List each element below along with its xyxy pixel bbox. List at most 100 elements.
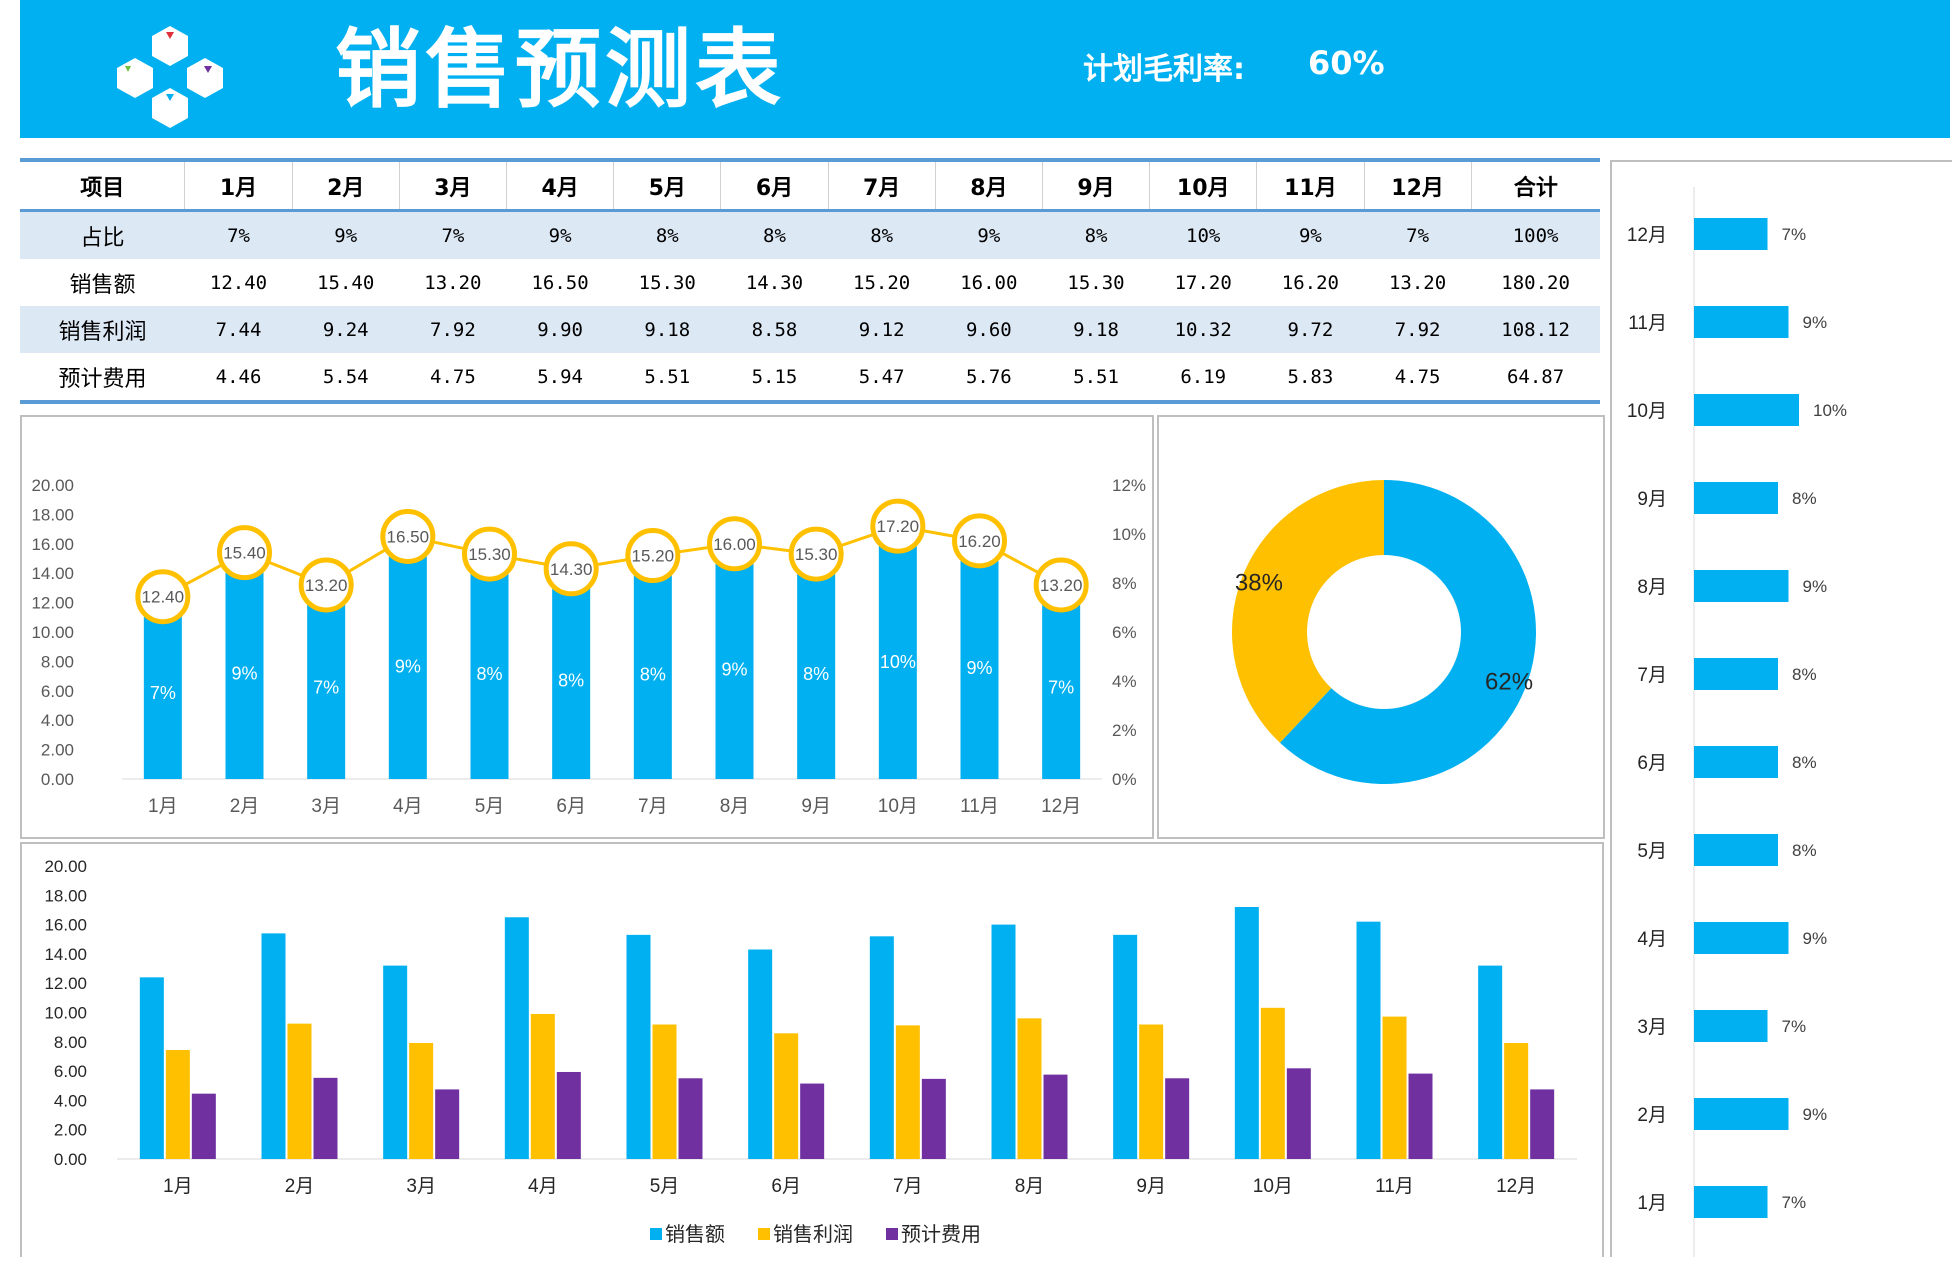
table-cell: 16.00 [960,271,1018,294]
column-header: 11月 [1256,158,1364,212]
table-cell: 15.20 [853,271,911,294]
series-bar [504,917,529,1159]
line-marker [952,513,1007,569]
share-data-label: 9% [395,656,421,676]
series-bar [1260,1007,1285,1159]
table-cell: 7.92 [1394,318,1441,341]
y-tick-label: 12.00 [44,974,87,993]
series-bar [1382,1016,1407,1159]
column-header: 4月 [505,158,614,212]
series-bar [1139,1024,1164,1159]
series-bar [1408,1073,1433,1159]
table-cell: 9.18 [644,318,691,341]
x-tick-label: 11月 [1375,1176,1414,1197]
row-label: 销售额 [69,272,136,298]
series-bar [261,933,286,1159]
table-cell: 9.18 [1073,318,1119,341]
series-bar [921,1078,946,1159]
line-data-label: 12.40 [142,588,185,607]
share-data-label: 8% [558,671,584,691]
series-bar [774,1033,799,1159]
table-header-row: 项目 1月 2月 3月 4月 5月 6月 7月 8月 9月 10月 11月 12月 合计 [20,158,1600,212]
y-tick-label: 11月 [1628,313,1667,334]
table-cell: 16.20 [1281,271,1339,294]
line-marker [135,569,191,625]
y2-tick-label: 6% [1112,623,1137,642]
table-cell: 9% [548,224,572,247]
line-data-label: 17.20 [877,517,920,536]
bar-data-label: 9% [1803,1105,1828,1124]
table-row: 预计费用 4.46 5.54 4.75 5.94 5.51 5.15 5.47 5.76 5.51… [20,353,1600,404]
line-marker [707,516,762,572]
column-header: 9月 [1041,158,1150,212]
line-data-label: 15.40 [223,544,266,563]
table-cell: 5.76 [935,353,1043,404]
column-header: 5月 [613,158,721,212]
y-tick-label: 5月 [1637,841,1667,862]
table-cell: 5.51 [613,353,721,404]
table-cell: 15.30 [1067,271,1125,294]
x-tick-label: 7月 [638,796,668,817]
line-marker [788,526,844,582]
table-cell: 6.19 [1149,353,1257,404]
x-tick-label: 9月 [801,796,831,817]
legend-swatch [650,1228,662,1240]
x-tick-label: 1月 [163,1176,193,1197]
sales-bar [552,568,591,779]
table-cell: 4.75 [399,353,507,404]
sales-bar [225,552,264,779]
donut-slice [1232,480,1384,743]
series-bar [652,1024,677,1159]
table-cell: 5.15 [720,353,829,404]
column-header: 12月 [1363,158,1472,212]
table-cell: 13.20 [1388,271,1447,294]
x-tick-label: 4月 [393,796,423,817]
x-tick-label: 7月 [893,1176,923,1197]
x-tick-label: 6月 [556,796,586,817]
y-tick-label: 3月 [1637,1017,1667,1038]
y-tick-label: 4月 [1637,929,1667,950]
sales-bar [633,555,672,779]
share-bar [1694,570,1789,602]
y-tick-label: 14.00 [44,945,87,964]
x-tick-label: 3月 [311,796,341,817]
series-bar [1234,907,1259,1159]
table-cell: 108.12 [1501,318,1570,341]
y-tick-label: 2月 [1637,1105,1667,1126]
x-tick-label: 9月 [1136,1176,1166,1197]
y-tick-label: 2.00 [54,1121,87,1140]
y2-tick-label: 0% [1112,770,1137,789]
table-cell: 17.20 [1174,271,1232,294]
legend-label: 销售额 [665,1223,725,1246]
column-header: 6月 [720,158,829,212]
y-tick-label: 4.00 [54,1091,87,1110]
series-bar [556,1071,581,1159]
table-cell: 9% [334,224,358,247]
x-tick-label: 10月 [878,796,918,817]
bar-data-label: 9% [1803,313,1828,332]
table-cell: 9.24 [322,318,369,341]
page-title: 销售预测表 [335,20,785,120]
table-cell: 8.58 [751,318,798,341]
x-tick-label: 12月 [1041,796,1081,817]
y-tick-label: 18.00 [31,505,74,524]
combo-chart-panel: 0.00 2.00 4.00 6.00 8.00 10.00 12.00 14.00 16.00… [20,415,1154,839]
table-cell: 7% [227,224,250,247]
series-bar [313,1077,338,1159]
series-bar [530,1013,555,1159]
bar-data-label: 8% [1792,665,1817,684]
y-tick-label: 2.00 [41,741,74,760]
share-data-label: 9% [231,663,257,683]
header-banner: 销售预测表 计划毛利率: 60% [20,0,1950,138]
y-tick-label: 20.00 [44,857,87,876]
clustered-chart-panel: 0.00 2.00 4.00 6.00 8.00 10.00 12.00 14.00 16.00… [20,842,1604,1257]
hexagon-logo-icon [117,26,223,128]
series-bar [191,1093,216,1159]
y-tick-label: 10月 [1627,401,1667,422]
column-header: 10月 [1149,158,1257,212]
y-tick-label: 7月 [1637,665,1667,686]
line-marker [543,541,599,597]
sales-bar [143,596,182,779]
series-bar [626,934,651,1159]
line-marker [462,526,517,582]
